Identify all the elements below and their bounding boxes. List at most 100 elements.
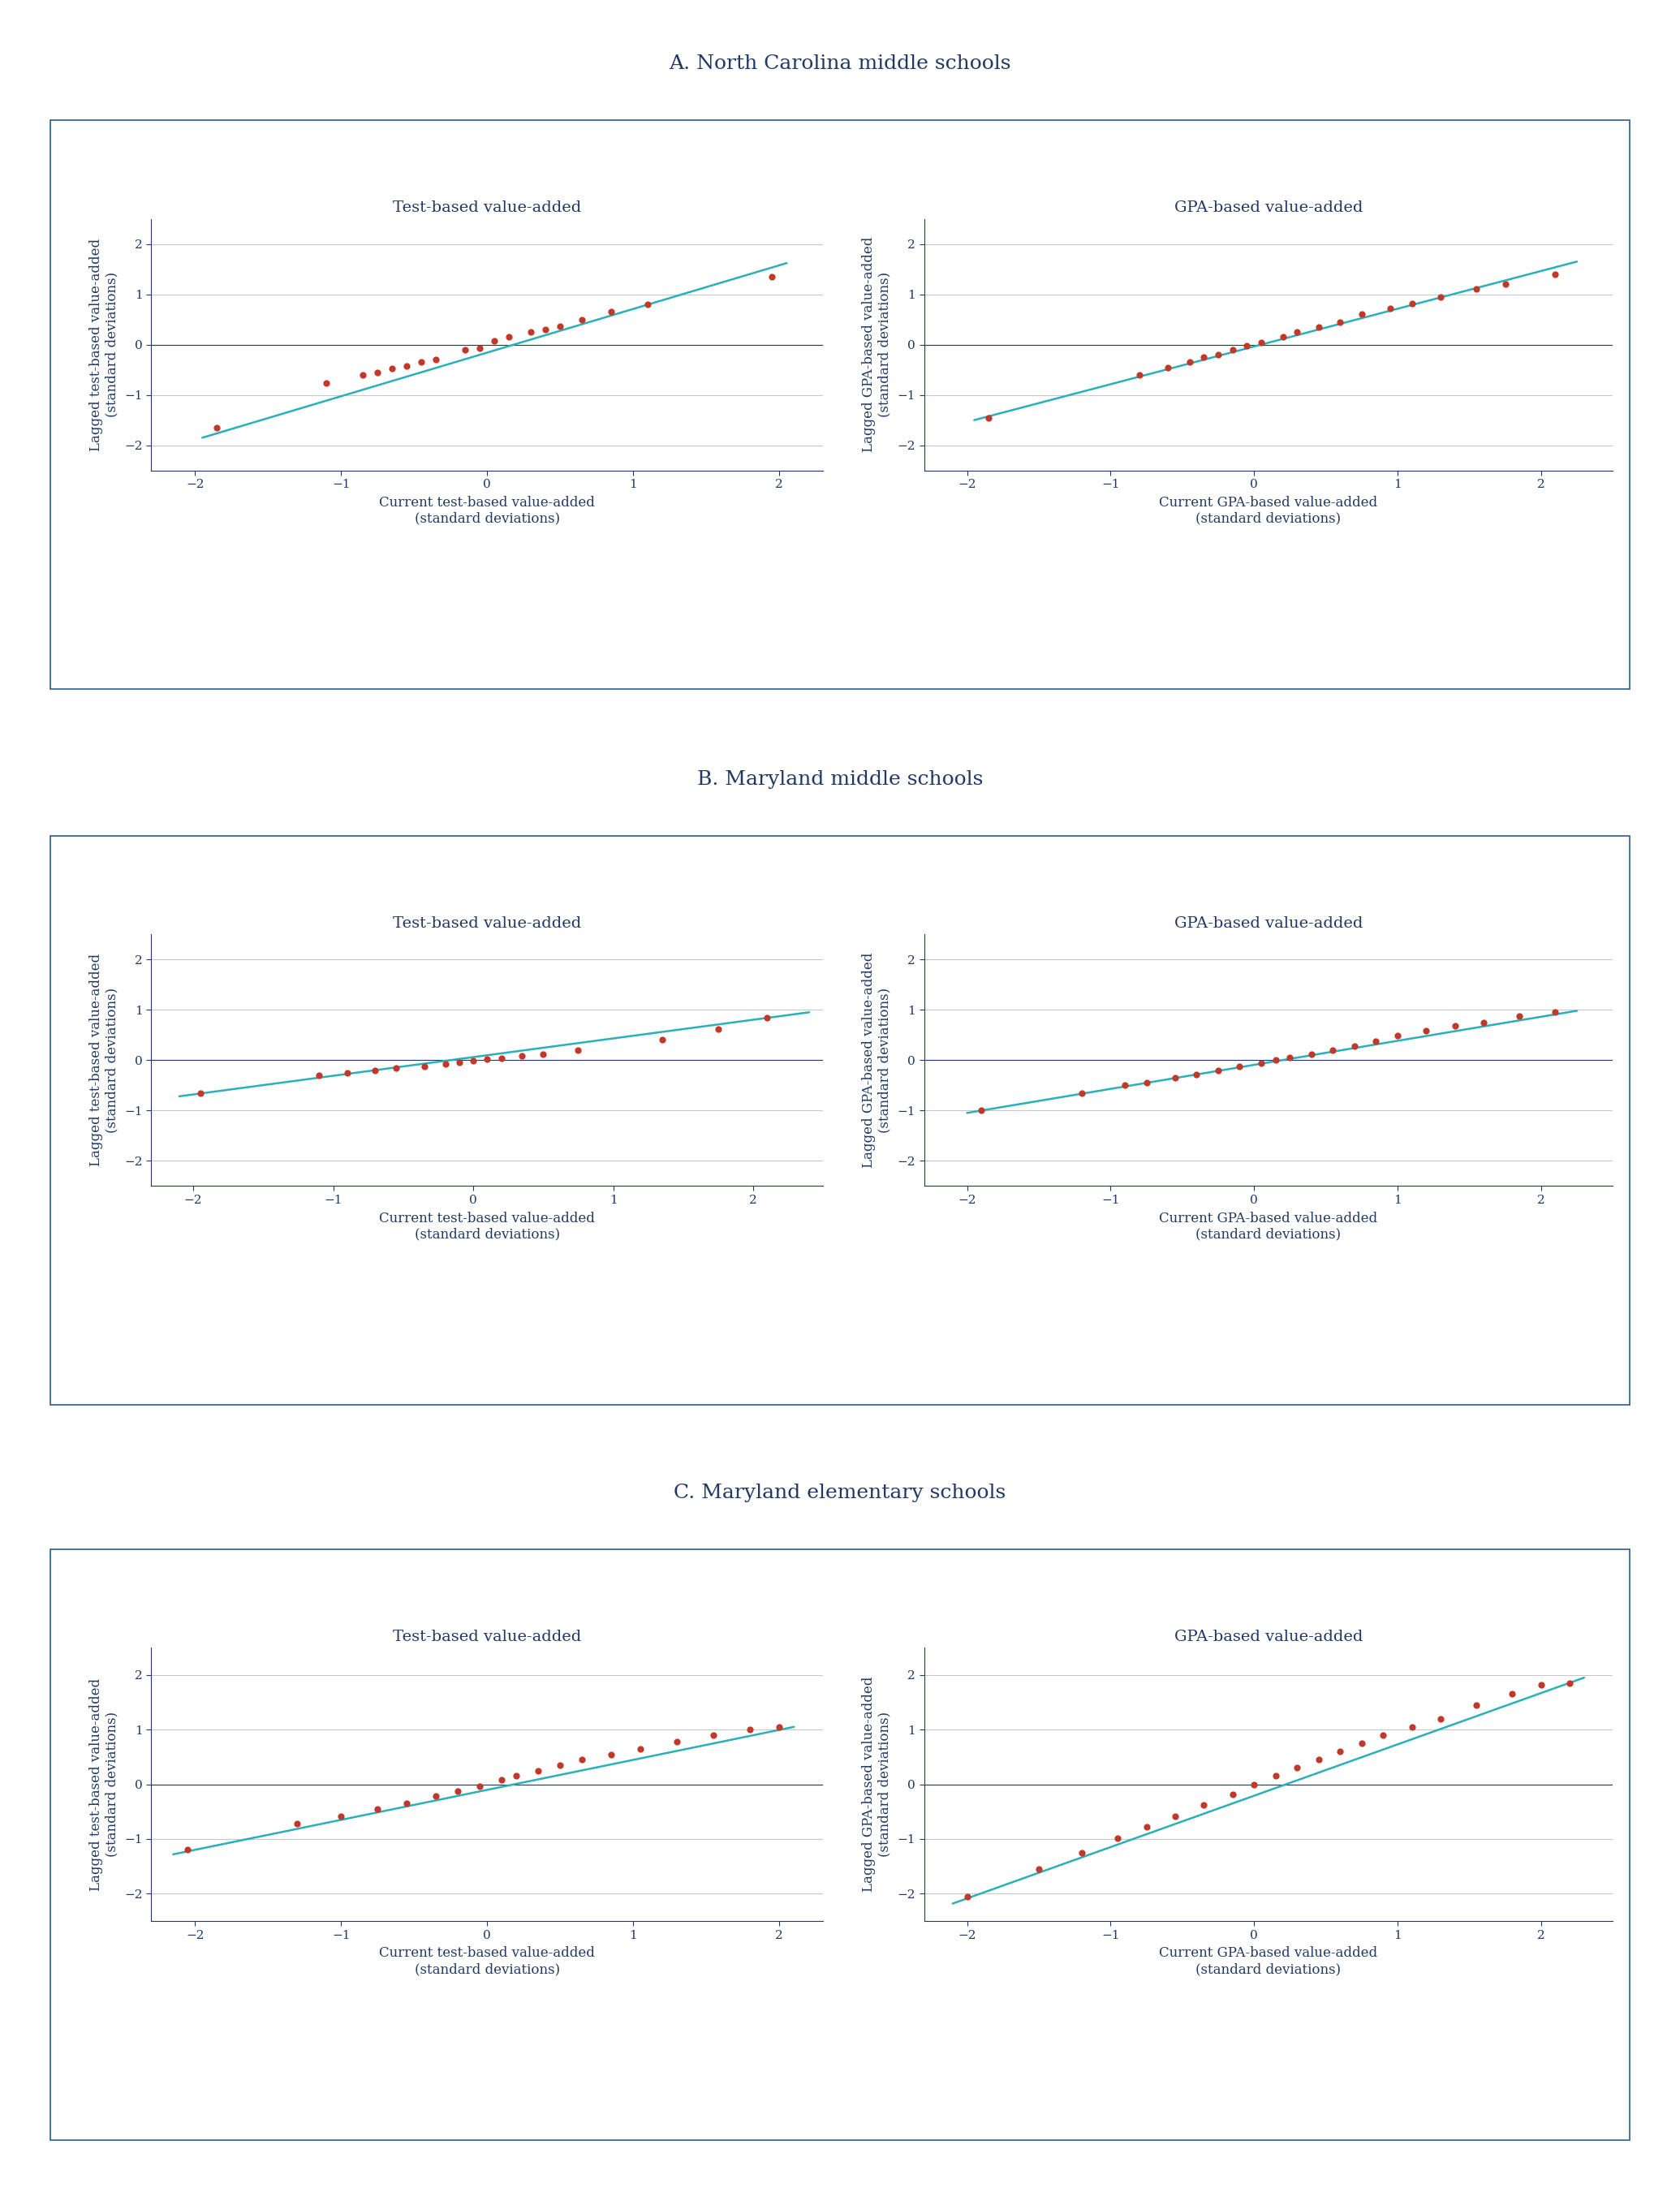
Point xyxy=(1240,1768,1267,1803)
Point xyxy=(1378,291,1404,326)
Point xyxy=(1262,1044,1289,1079)
Point xyxy=(1176,346,1203,381)
Point xyxy=(383,1050,410,1085)
Point xyxy=(627,1731,654,1766)
Point xyxy=(1319,1033,1346,1068)
Point xyxy=(1220,333,1247,368)
Point xyxy=(1132,1066,1159,1101)
Point xyxy=(474,1041,501,1076)
Point xyxy=(529,1037,556,1072)
Point xyxy=(452,333,479,368)
Point xyxy=(1248,1046,1275,1081)
Point xyxy=(1126,357,1152,392)
Point xyxy=(1463,271,1490,306)
Point xyxy=(1349,1726,1376,1761)
Point xyxy=(1527,1667,1554,1702)
Point xyxy=(524,1753,551,1788)
Point xyxy=(410,1048,437,1083)
Point xyxy=(974,400,1001,435)
Point xyxy=(598,1737,625,1772)
Text: C. Maryland elementary schools: C. Maryland elementary schools xyxy=(674,1483,1006,1503)
Point xyxy=(1341,1028,1368,1063)
Title: Test-based value-added: Test-based value-added xyxy=(393,201,581,214)
Point xyxy=(1284,1750,1310,1785)
Point xyxy=(1191,339,1218,374)
Point xyxy=(546,309,573,344)
Y-axis label: Lagged test-based value-added
(standard deviations): Lagged test-based value-added (standard … xyxy=(89,954,119,1166)
Point xyxy=(968,1094,995,1129)
Point xyxy=(1277,1039,1304,1074)
Point xyxy=(648,1022,675,1057)
Point xyxy=(1068,1074,1095,1109)
Point xyxy=(487,1041,514,1076)
Point xyxy=(1154,350,1181,385)
Point xyxy=(186,1074,213,1109)
Point xyxy=(1191,1788,1218,1823)
Point xyxy=(365,1792,391,1827)
Point xyxy=(1220,1777,1247,1812)
Title: Test-based value-added: Test-based value-added xyxy=(393,1630,581,1643)
Point xyxy=(496,319,522,354)
Point xyxy=(754,1000,781,1035)
Point xyxy=(349,357,376,392)
Point xyxy=(489,1764,516,1799)
Point xyxy=(1161,1061,1188,1096)
Point xyxy=(1369,1718,1396,1753)
Point xyxy=(467,330,494,365)
Point xyxy=(432,1046,459,1081)
Point xyxy=(598,295,625,330)
Point xyxy=(1112,1068,1139,1103)
Point xyxy=(445,1046,472,1081)
Point xyxy=(738,1711,764,1746)
Point xyxy=(312,365,339,400)
Point xyxy=(306,1057,333,1092)
X-axis label: Current test-based value-added
(standard deviations): Current test-based value-added (standard… xyxy=(380,1212,595,1241)
Title: GPA-based value-added: GPA-based value-added xyxy=(1174,917,1362,930)
Point xyxy=(570,302,596,337)
X-axis label: Current test-based value-added
(standard deviations): Current test-based value-added (standard… xyxy=(380,497,595,525)
Point xyxy=(328,1799,354,1834)
Point xyxy=(1132,1809,1159,1844)
Point xyxy=(460,1044,487,1079)
Point xyxy=(517,315,544,350)
Point xyxy=(1426,1702,1453,1737)
Point xyxy=(467,1768,494,1803)
Point xyxy=(1384,1017,1411,1052)
Point xyxy=(378,350,405,385)
Point xyxy=(393,1785,420,1820)
Point xyxy=(1327,1733,1354,1768)
Title: GPA-based value-added: GPA-based value-added xyxy=(1174,1630,1362,1643)
Point xyxy=(954,1879,981,1914)
Y-axis label: Lagged GPA-based value-added
(standard deviations): Lagged GPA-based value-added (standard d… xyxy=(862,236,892,453)
Point xyxy=(175,1831,202,1866)
Point xyxy=(1463,1687,1490,1722)
Point xyxy=(1299,1037,1326,1072)
Point xyxy=(1284,315,1310,350)
Point xyxy=(334,1055,361,1090)
Point xyxy=(1104,1820,1131,1855)
Title: GPA-based value-added: GPA-based value-added xyxy=(1174,201,1362,214)
Point xyxy=(1205,337,1231,372)
Text: A. North Carolina middle schools: A. North Carolina middle schools xyxy=(669,55,1011,74)
Point xyxy=(408,346,435,381)
Point xyxy=(423,1779,450,1814)
Point xyxy=(1398,287,1425,322)
Y-axis label: Lagged GPA-based value-added
(standard deviations): Lagged GPA-based value-added (standard d… xyxy=(862,952,892,1168)
Point xyxy=(284,1807,311,1842)
X-axis label: Current GPA-based value-added
(standard deviations): Current GPA-based value-added (standard … xyxy=(1159,497,1378,525)
Point xyxy=(1270,319,1297,354)
Point xyxy=(1542,256,1569,291)
Point xyxy=(1248,324,1275,359)
Point xyxy=(445,1772,472,1807)
Point xyxy=(365,354,391,389)
Point xyxy=(1470,1004,1497,1039)
Point xyxy=(759,258,786,293)
Point xyxy=(766,1709,793,1744)
Point xyxy=(509,1039,536,1074)
Title: Test-based value-added: Test-based value-added xyxy=(393,917,581,930)
X-axis label: Current GPA-based value-added
(standard deviations): Current GPA-based value-added (standard … xyxy=(1159,1947,1378,1976)
Point xyxy=(1556,1665,1583,1700)
Point xyxy=(1305,309,1332,344)
X-axis label: Current GPA-based value-added
(standard deviations): Current GPA-based value-added (standard … xyxy=(1159,1212,1378,1241)
Point xyxy=(1362,1024,1389,1059)
